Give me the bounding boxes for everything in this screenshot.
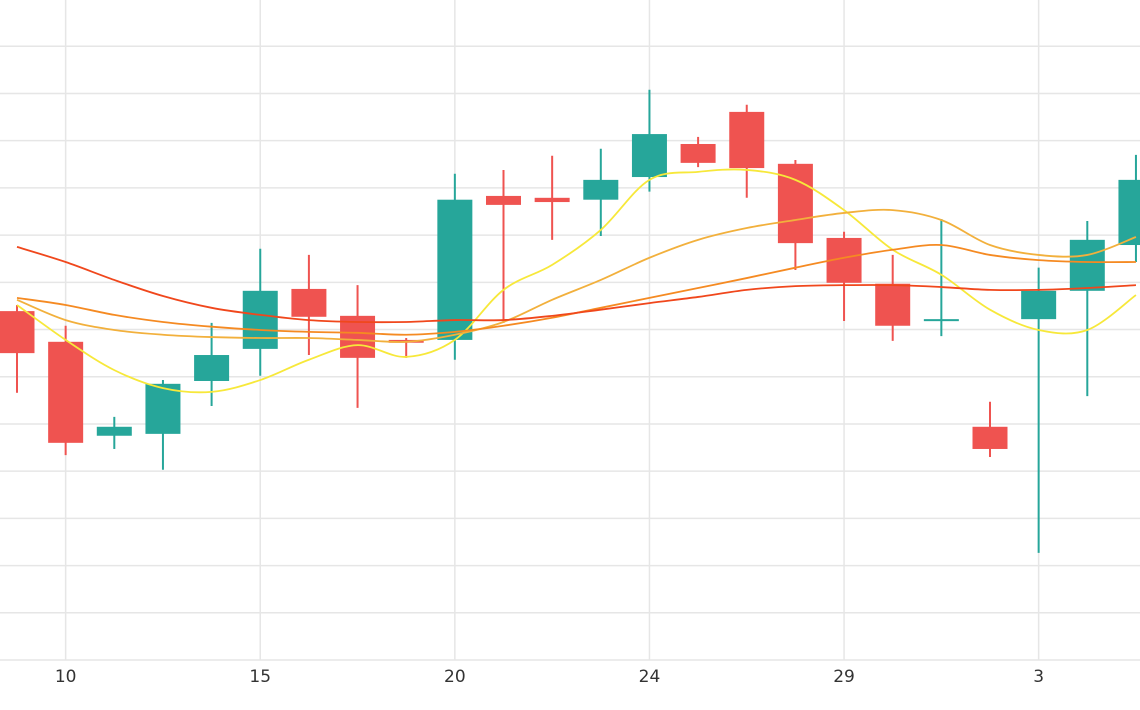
candle-body bbox=[583, 179, 619, 200]
x-tick-label: 29 bbox=[833, 667, 855, 687]
candle-body bbox=[1021, 290, 1057, 320]
candle-body bbox=[48, 341, 84, 443]
candle-body bbox=[923, 319, 959, 322]
candle-body bbox=[1069, 239, 1105, 291]
candle-body bbox=[875, 283, 911, 326]
x-tick-label: 20 bbox=[444, 667, 466, 687]
x-tick-label: 24 bbox=[639, 667, 661, 687]
moving-average-line bbox=[16, 208, 1137, 343]
x-tick-label: 10 bbox=[55, 667, 77, 687]
candles bbox=[0, 89, 1140, 553]
candle-body bbox=[680, 143, 716, 163]
x-tick-label: 15 bbox=[249, 667, 271, 687]
moving-average-line bbox=[16, 246, 1137, 324]
candle-body bbox=[534, 197, 570, 203]
candle-body bbox=[486, 195, 521, 205]
candle-body bbox=[145, 383, 181, 434]
candle-body bbox=[0, 311, 35, 354]
candle-body bbox=[242, 290, 278, 349]
candle-body bbox=[777, 163, 813, 244]
moving-average-line bbox=[16, 168, 1137, 394]
candle-body bbox=[96, 426, 132, 436]
grid bbox=[0, 0, 1140, 661]
x-tick-label: 3 bbox=[1033, 667, 1044, 687]
candle-body bbox=[291, 288, 327, 317]
candle-body bbox=[631, 134, 667, 178]
candle-body bbox=[194, 355, 230, 381]
candle-body bbox=[729, 111, 765, 169]
candle-body bbox=[972, 426, 1008, 449]
candle-body bbox=[1118, 179, 1140, 246]
candle-body bbox=[437, 199, 473, 340]
